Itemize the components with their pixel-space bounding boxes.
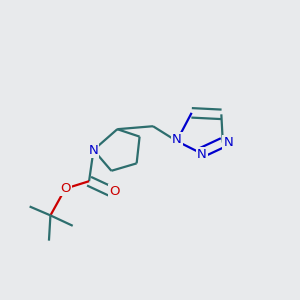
Text: O: O [60, 182, 70, 195]
Text: N: N [172, 133, 182, 146]
Text: N: N [223, 136, 233, 149]
Text: O: O [109, 185, 120, 198]
Text: N: N [89, 143, 98, 157]
Text: N: N [197, 148, 207, 161]
